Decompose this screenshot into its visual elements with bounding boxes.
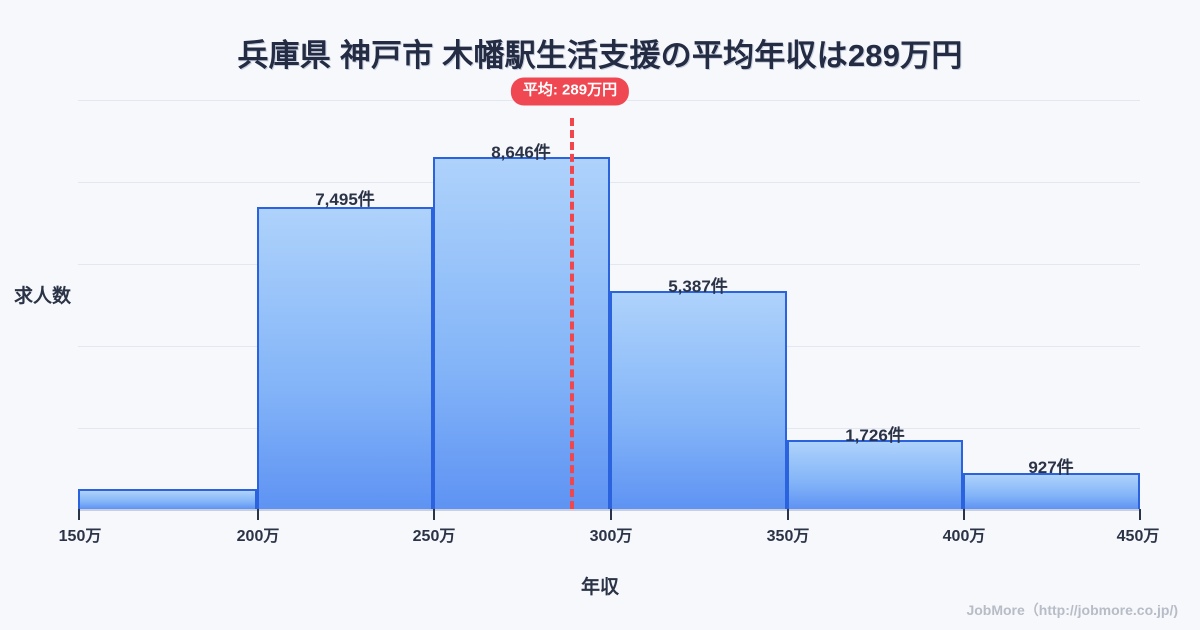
x-axis-tick — [610, 509, 612, 520]
average-marker-badge: 平均: 289万円 — [510, 77, 630, 105]
x-axis-tick-label: 400万 — [942, 528, 986, 545]
bar-200-250[interactable] — [257, 207, 433, 509]
footer-credit: JobMore（http://jobmore.co.jp/) — [966, 602, 1178, 618]
plot-area — [78, 100, 1140, 509]
bar-300-350[interactable] — [610, 291, 787, 509]
x-axis-tick — [257, 509, 259, 520]
x-axis-tick — [963, 509, 965, 520]
x-axis-tick-label: 250万 — [412, 528, 456, 545]
bar-value-label: 5,387件 — [668, 277, 728, 296]
x-axis-line — [78, 509, 1140, 511]
bar-250-300[interactable] — [433, 157, 610, 509]
x-axis-tick — [78, 509, 80, 520]
average-marker-line — [570, 118, 574, 509]
x-axis-tick-label: 300万 — [589, 528, 633, 545]
x-axis-tick-label: 200万 — [236, 528, 280, 545]
bar-150-200[interactable] — [78, 489, 257, 509]
bar-value-label: 927件 — [1028, 458, 1074, 477]
bar-350-400[interactable] — [787, 440, 963, 509]
x-axis-tick — [1139, 509, 1141, 520]
x-axis-tick-label: 150万 — [58, 528, 102, 545]
x-axis-tick — [787, 509, 789, 520]
y-axis-label: 求人数 — [14, 286, 72, 307]
page-title: 兵庫県 神戸市 木幡駅生活支援の平均年収は289万円 — [237, 38, 963, 73]
x-axis-tick-label: 350万 — [766, 528, 810, 545]
bar-value-label: 7,495件 — [315, 190, 375, 209]
bar-value-label: 8,646件 — [491, 143, 551, 162]
bar-400-450[interactable] — [963, 473, 1140, 509]
x-axis-tick-label: 450万 — [1116, 528, 1160, 545]
x-axis-tick — [433, 509, 435, 520]
bar-value-label: 1,726件 — [845, 426, 905, 445]
x-axis-label: 年収 — [580, 577, 619, 598]
